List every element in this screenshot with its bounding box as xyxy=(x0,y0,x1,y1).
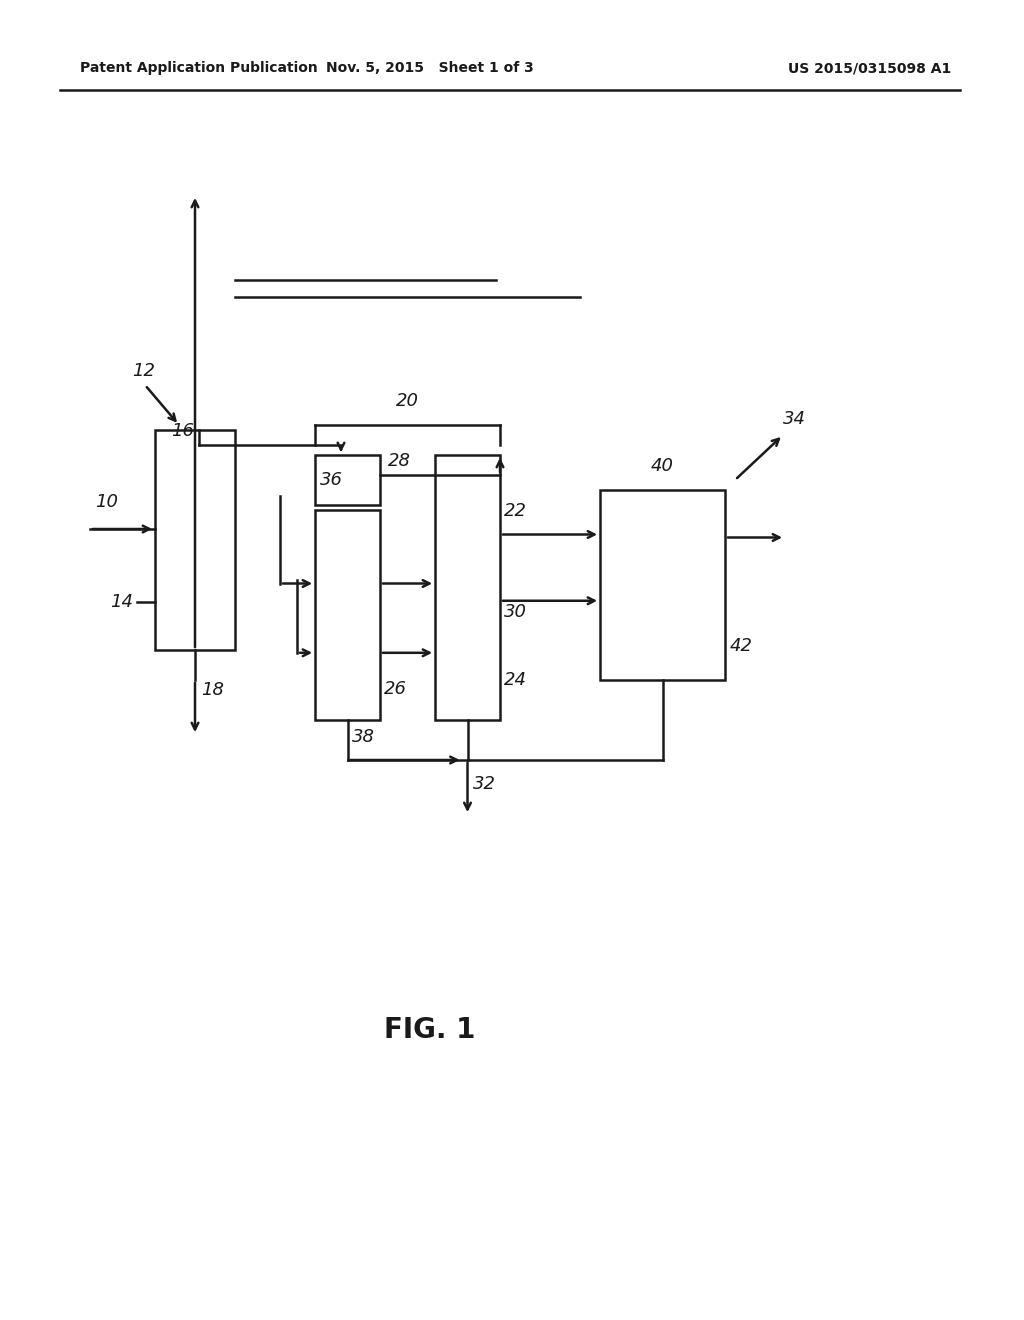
Text: 22: 22 xyxy=(504,503,527,520)
Text: 14: 14 xyxy=(110,593,133,611)
Text: 38: 38 xyxy=(351,729,375,746)
Bar xyxy=(315,455,380,506)
Bar xyxy=(435,455,500,719)
Text: 10: 10 xyxy=(95,492,118,511)
Text: 26: 26 xyxy=(384,680,407,697)
Text: Nov. 5, 2015   Sheet 1 of 3: Nov. 5, 2015 Sheet 1 of 3 xyxy=(326,61,534,75)
Text: 16: 16 xyxy=(171,422,194,440)
Text: 24: 24 xyxy=(504,672,527,689)
Text: 36: 36 xyxy=(319,471,343,488)
Text: FIG. 1: FIG. 1 xyxy=(384,1016,476,1044)
Text: 34: 34 xyxy=(783,411,806,428)
Text: US 2015/0315098 A1: US 2015/0315098 A1 xyxy=(788,61,951,75)
Text: 32: 32 xyxy=(472,775,496,793)
Bar xyxy=(155,430,234,649)
Text: 42: 42 xyxy=(730,636,753,655)
Text: 18: 18 xyxy=(201,681,224,700)
Text: 30: 30 xyxy=(504,603,527,620)
Bar xyxy=(315,510,380,719)
Bar xyxy=(600,490,725,680)
Text: 20: 20 xyxy=(396,392,419,411)
Text: Patent Application Publication: Patent Application Publication xyxy=(80,61,317,75)
Text: 12: 12 xyxy=(132,362,155,380)
Text: 40: 40 xyxy=(651,457,674,475)
Text: 28: 28 xyxy=(388,451,411,470)
